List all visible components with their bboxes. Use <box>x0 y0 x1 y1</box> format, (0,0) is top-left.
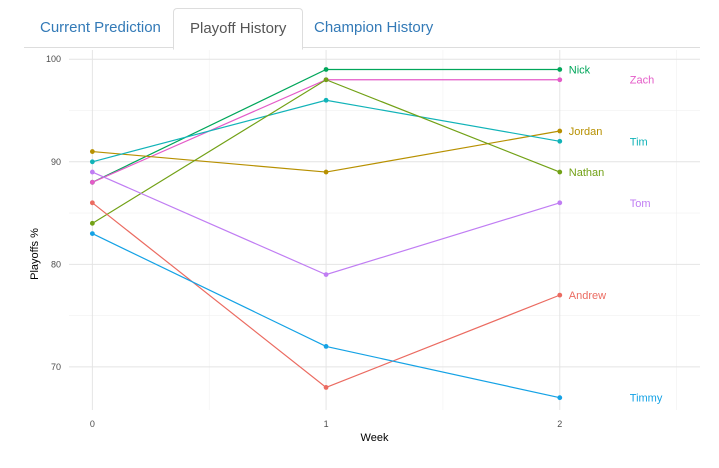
x-axis-title: Week <box>361 432 389 444</box>
data-point-zach <box>557 77 563 83</box>
series-label-timmy: Timmy <box>630 393 663 405</box>
playoff-history-chart: 70 80 90 100 0 1 2 Week Playoffs % Nick Zach Jordan… <box>29 50 700 444</box>
data-point-jordan <box>89 149 95 154</box>
data-point-zach <box>89 179 95 185</box>
data-point-nick <box>557 67 563 72</box>
series-label-nick: Nick <box>569 64 591 76</box>
data-point-timmy <box>323 344 329 349</box>
data-point-andrew <box>557 292 563 298</box>
data-point-andrew <box>89 200 95 206</box>
tab-bar: Current Prediction Playoff History Champ… <box>0 0 700 50</box>
data-point-jordan <box>557 128 563 134</box>
tab-champion-history[interactable]: Champion History <box>314 19 434 36</box>
tab-bar-divider <box>24 47 700 48</box>
tab-current-prediction[interactable]: Current Prediction <box>40 19 161 36</box>
data-point-timmy <box>557 395 563 401</box>
tab-playoff-history[interactable]: Playoff History <box>173 8 304 50</box>
data-point-andrew <box>323 385 329 390</box>
series-label-zach: Zach <box>630 75 654 87</box>
y-tick-label: 100 <box>46 54 61 64</box>
series-label-nathan: Nathan <box>569 167 604 179</box>
data-point-tim <box>557 138 563 144</box>
data-point-nathan <box>323 77 329 83</box>
data-point-nathan <box>89 220 95 226</box>
x-tick-label: 0 <box>90 419 95 429</box>
series-label-jordan: Jordan <box>569 126 603 138</box>
series-label-tim: Tim <box>630 136 648 148</box>
data-point-nick <box>323 67 329 72</box>
data-point-tim <box>89 159 95 165</box>
y-tick-label: 80 <box>51 259 61 269</box>
data-point-jordan <box>323 169 329 175</box>
x-tick-label: 1 <box>324 419 329 429</box>
y-tick-label: 90 <box>51 157 61 167</box>
data-point-timmy <box>89 231 95 236</box>
data-point-tom <box>89 169 95 175</box>
data-point-tom <box>323 272 329 278</box>
data-point-nathan <box>557 169 563 175</box>
x-tick-label: 2 <box>557 419 562 429</box>
y-tick-label: 70 <box>51 362 61 372</box>
series-label-andrew: Andrew <box>569 290 606 302</box>
data-point-tom <box>557 200 563 206</box>
series-label-tom: Tom <box>630 198 651 210</box>
data-point-tim <box>323 97 329 103</box>
y-axis-title: Playoffs % <box>29 228 41 280</box>
